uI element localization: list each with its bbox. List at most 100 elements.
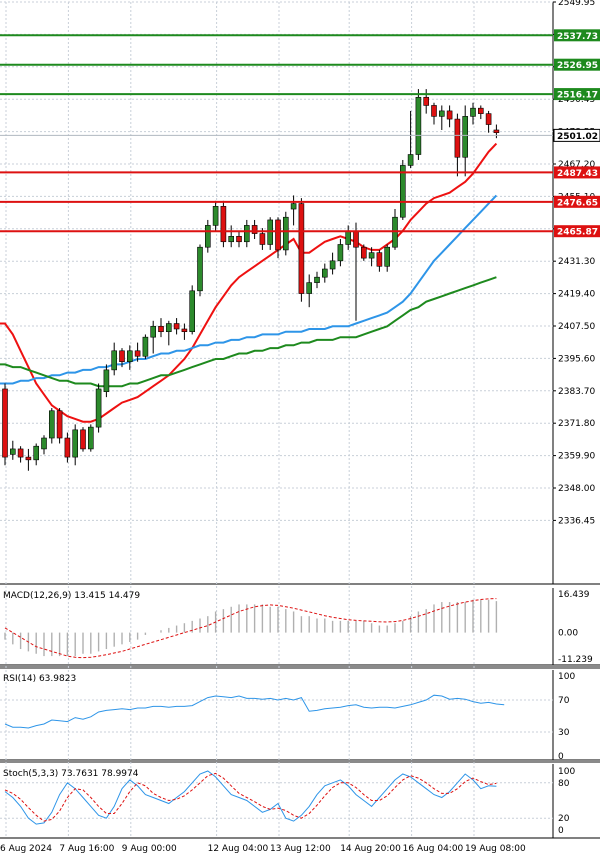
candle-bullish bbox=[205, 225, 211, 248]
grid bbox=[0, 1, 600, 839]
candle-bearish bbox=[181, 328, 188, 333]
candle-bullish bbox=[127, 350, 133, 362]
y-tick-label: 2407.50 bbox=[558, 322, 595, 332]
candle-bearish bbox=[80, 429, 86, 450]
price-panel: 2549.952514.252502.352490.452478.552467.… bbox=[0, 0, 600, 526]
y-tick-label: 2336.45 bbox=[558, 516, 595, 526]
y-tick-label: 2395.60 bbox=[558, 354, 595, 364]
candle-bearish bbox=[360, 246, 367, 259]
candle-bearish bbox=[25, 456, 32, 461]
candle-bearish bbox=[431, 105, 437, 117]
candle-bearish bbox=[477, 107, 484, 114]
candle-bullish bbox=[88, 426, 94, 450]
candle-bearish bbox=[493, 129, 500, 134]
x-tick-label: 9 Aug 00:00 bbox=[122, 844, 177, 854]
stoch-panel: 100 80 20 0 bbox=[0, 767, 575, 836]
candle-bearish bbox=[236, 235, 242, 243]
level-label-box bbox=[554, 225, 600, 238]
rsi-y-tick-label: 0 bbox=[558, 752, 564, 762]
level-label: 2537.73 bbox=[557, 32, 598, 42]
rsi-title: RSI(14) 63.9823 bbox=[3, 674, 76, 684]
level-label: 2487.43 bbox=[557, 169, 598, 179]
candle-bearish bbox=[251, 225, 258, 234]
panel-divider bbox=[0, 665, 600, 669]
level-label: 2516.17 bbox=[557, 91, 598, 101]
candle-bearish bbox=[275, 219, 281, 251]
candle-bullish bbox=[103, 369, 110, 392]
candle-bullish bbox=[228, 235, 234, 243]
candle-bearish bbox=[423, 96, 430, 106]
candle-bullish bbox=[290, 203, 297, 210]
macd-signal-line bbox=[4, 598, 497, 659]
stoch-y-tick-label: 80 bbox=[558, 779, 570, 789]
rsi-line bbox=[4, 694, 505, 729]
candle-bullish bbox=[267, 219, 274, 245]
candle-bullish bbox=[72, 429, 78, 458]
stoch-d-line bbox=[4, 772, 497, 822]
candle-bearish bbox=[17, 448, 24, 458]
stoch-k-line bbox=[4, 770, 497, 825]
candle-bearish bbox=[158, 325, 164, 333]
candle-bullish bbox=[384, 246, 391, 267]
rsi-panel: 100 70 30 0 bbox=[0, 672, 575, 762]
macd-title: MACD(12,26,9) 13.415 14.479 bbox=[3, 591, 140, 601]
level-label: 2465.87 bbox=[557, 228, 598, 238]
y-tick-label: 2348.00 bbox=[558, 484, 595, 494]
y-tick-label: 2359.90 bbox=[558, 452, 595, 462]
candle-bullish bbox=[95, 388, 102, 428]
x-tick-label: 7 Aug 16:00 bbox=[59, 844, 114, 854]
x-tick-label: 12 Aug 04:00 bbox=[208, 844, 269, 854]
candle-bearish bbox=[454, 118, 461, 158]
candle-bullish bbox=[321, 268, 328, 278]
candle-bullish bbox=[10, 448, 16, 455]
y-tick-label: 2431.30 bbox=[558, 257, 595, 267]
level-label-box bbox=[554, 29, 600, 42]
stoch-title: Stoch(5,3,3) 73.7631 78.9974 bbox=[3, 769, 139, 779]
current-price-label: 2501.02 bbox=[557, 132, 598, 142]
candle-bullish bbox=[244, 225, 250, 243]
candle-bearish bbox=[64, 437, 71, 458]
candle-bearish bbox=[376, 252, 383, 267]
candle-bearish bbox=[485, 113, 492, 125]
macd-y-tick-label: 16.439 bbox=[558, 590, 590, 600]
level-label-box bbox=[554, 88, 600, 101]
current-price-box bbox=[553, 128, 600, 142]
rsi-y-tick-label: 70 bbox=[558, 696, 570, 706]
macd-panel: 16.439 0.00 -11.239 bbox=[4, 590, 593, 665]
candle-bearish bbox=[2, 388, 8, 458]
level-label: 2476.65 bbox=[557, 198, 598, 208]
candle-bullish bbox=[415, 96, 422, 155]
level-label-box bbox=[554, 166, 600, 179]
level-label-box bbox=[554, 58, 600, 71]
rsi-y-tick-label: 30 bbox=[558, 728, 570, 738]
candle-bearish bbox=[134, 350, 141, 357]
candle-bullish bbox=[368, 252, 375, 259]
candle-bearish bbox=[353, 230, 359, 248]
x-tick-label: 16 Aug 04:00 bbox=[403, 844, 464, 854]
candle-bullish bbox=[142, 336, 149, 357]
candle-bearish bbox=[56, 410, 63, 439]
macd-y-tick-label: -11.239 bbox=[558, 655, 593, 665]
x-tick-label: 19 Aug 08:00 bbox=[465, 844, 526, 854]
rsi-y-tick-label: 100 bbox=[558, 672, 575, 682]
candle-bearish bbox=[259, 233, 266, 245]
level-label-box bbox=[554, 195, 600, 208]
y-tick-label: 2383.70 bbox=[558, 387, 595, 397]
candle-bullish bbox=[329, 260, 336, 270]
moving-average-line bbox=[0, 142, 498, 423]
x-tick-label: 13 Aug 12:00 bbox=[270, 844, 331, 854]
level-label: 2526.95 bbox=[557, 61, 598, 71]
y-tick-label: 2549.95 bbox=[558, 0, 595, 8]
candle-bullish bbox=[212, 206, 219, 226]
candle-bullish bbox=[48, 410, 55, 439]
candle-bullish bbox=[306, 282, 313, 294]
y-tick-label: 2467.20 bbox=[558, 160, 595, 170]
x-tick-label: 14 Aug 20:00 bbox=[340, 844, 401, 854]
candle-bullish bbox=[111, 350, 117, 371]
candle-bearish bbox=[220, 206, 227, 243]
x-axis: 6 Aug 2024 7 Aug 16:00 9 Aug 00:00 12 Aug 0… bbox=[0, 844, 526, 854]
candle-bullish bbox=[197, 246, 203, 292]
macd-y-tick-label: 0.00 bbox=[558, 629, 578, 639]
y-tick-label: 2371.80 bbox=[558, 419, 595, 429]
